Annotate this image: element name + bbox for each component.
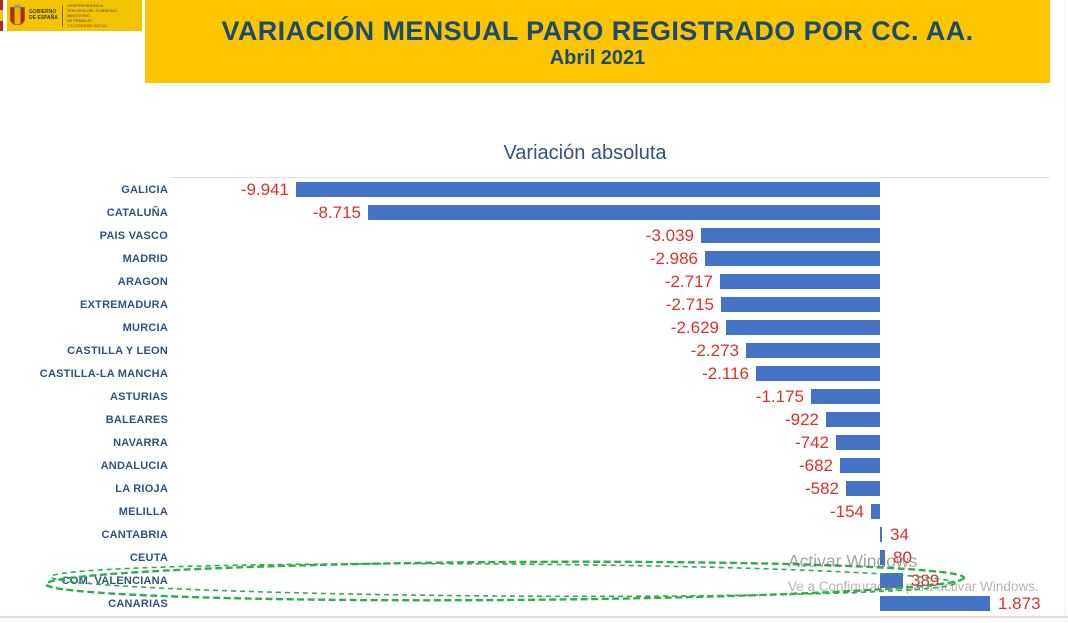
value-label: -2.715 (665, 295, 714, 314)
category-label: LA RIOJA (115, 483, 168, 495)
category-label: BALEARES (105, 414, 168, 426)
category-label: EXTREMADURA (80, 299, 168, 311)
bar (756, 366, 880, 381)
value-label: -3.039 (645, 226, 694, 245)
value-label: -2.629 (670, 318, 719, 337)
bar (296, 182, 880, 197)
category-label: NAVARRA (113, 437, 168, 449)
page-title: VARIACIÓN MENSUAL PARO REGISTRADO POR CC… (221, 15, 974, 46)
category-label: COM. VALENCIANA (61, 575, 168, 587)
windows-activation-watermark-line1: Activar Windows (788, 551, 918, 571)
windows-activation-watermark-line2: Ve a Configuración para activar Windows. (788, 579, 1039, 594)
bar (836, 435, 880, 450)
category-label: GALICIA (121, 184, 168, 196)
category-label: CEUTA (129, 552, 168, 564)
bar (721, 297, 880, 312)
value-label: -582 (804, 479, 839, 498)
bar (871, 504, 880, 519)
category-label: CASTILLA-LA MANCHA (39, 368, 168, 380)
government-logo: GOBIERNO DE ESPAÑA VICEPRESIDENCIA TERCE… (7, 0, 142, 31)
coat-of-arms-icon (10, 4, 25, 25)
bar (880, 550, 885, 565)
category-label: MADRID (122, 253, 168, 265)
category-label: ARAGON (117, 276, 168, 288)
category-label: PAIS VASCO (99, 230, 168, 242)
category-label: ASTURIAS (110, 391, 168, 403)
value-label: -1.175 (755, 387, 804, 406)
bar (846, 481, 880, 496)
category-label: CANTABRIA (101, 529, 168, 541)
category-label: MURCIA (122, 322, 168, 334)
bar (726, 320, 880, 335)
bar (880, 527, 882, 542)
value-label: -742 (794, 433, 829, 452)
value-label: -682 (798, 456, 833, 475)
value-label: -2.116 (702, 364, 749, 383)
bar (880, 596, 990, 611)
logo-government-text: GOBIERNO DE ESPAÑA (29, 9, 58, 21)
bar (826, 412, 880, 427)
value-label: -8.715 (312, 203, 361, 222)
bar (746, 343, 880, 358)
bar (840, 458, 880, 473)
category-label: ANDALUCIA (100, 460, 168, 472)
value-label: -154 (829, 502, 864, 521)
page-bottom-border (0, 616, 1068, 618)
page-subtitle: Abril 2021 (549, 46, 646, 69)
category-label: MELILLA (118, 506, 168, 518)
value-label: -9.941 (240, 180, 289, 199)
value-label: -2.273 (690, 341, 739, 360)
category-label: CANARIAS (108, 598, 168, 610)
logo-ministry-text: VICEPRESIDENCIA TERCERA DEL GOBIERNO MIN… (66, 3, 118, 28)
bar (811, 389, 880, 404)
category-label: CASTILLA Y LEON (67, 345, 168, 357)
title-banner: VARIACIÓN MENSUAL PARO REGISTRADO POR CC… (145, 0, 1050, 83)
spain-flag-icon (0, 0, 3, 31)
bar (701, 228, 880, 243)
category-label: CATALUÑA (106, 207, 168, 219)
value-label: -2.986 (649, 249, 698, 268)
value-label: 1.873 (998, 594, 1041, 613)
chart-title: Variación absoluta (503, 142, 667, 164)
value-label: -2.717 (664, 272, 713, 291)
bar (720, 274, 880, 289)
bar (368, 205, 880, 220)
plot-top-border (170, 177, 1050, 178)
bar (705, 251, 880, 266)
logo-divider (61, 4, 63, 27)
value-label: 34 (890, 525, 909, 544)
value-label: -922 (784, 410, 819, 429)
page-right-border (1065, 0, 1066, 623)
